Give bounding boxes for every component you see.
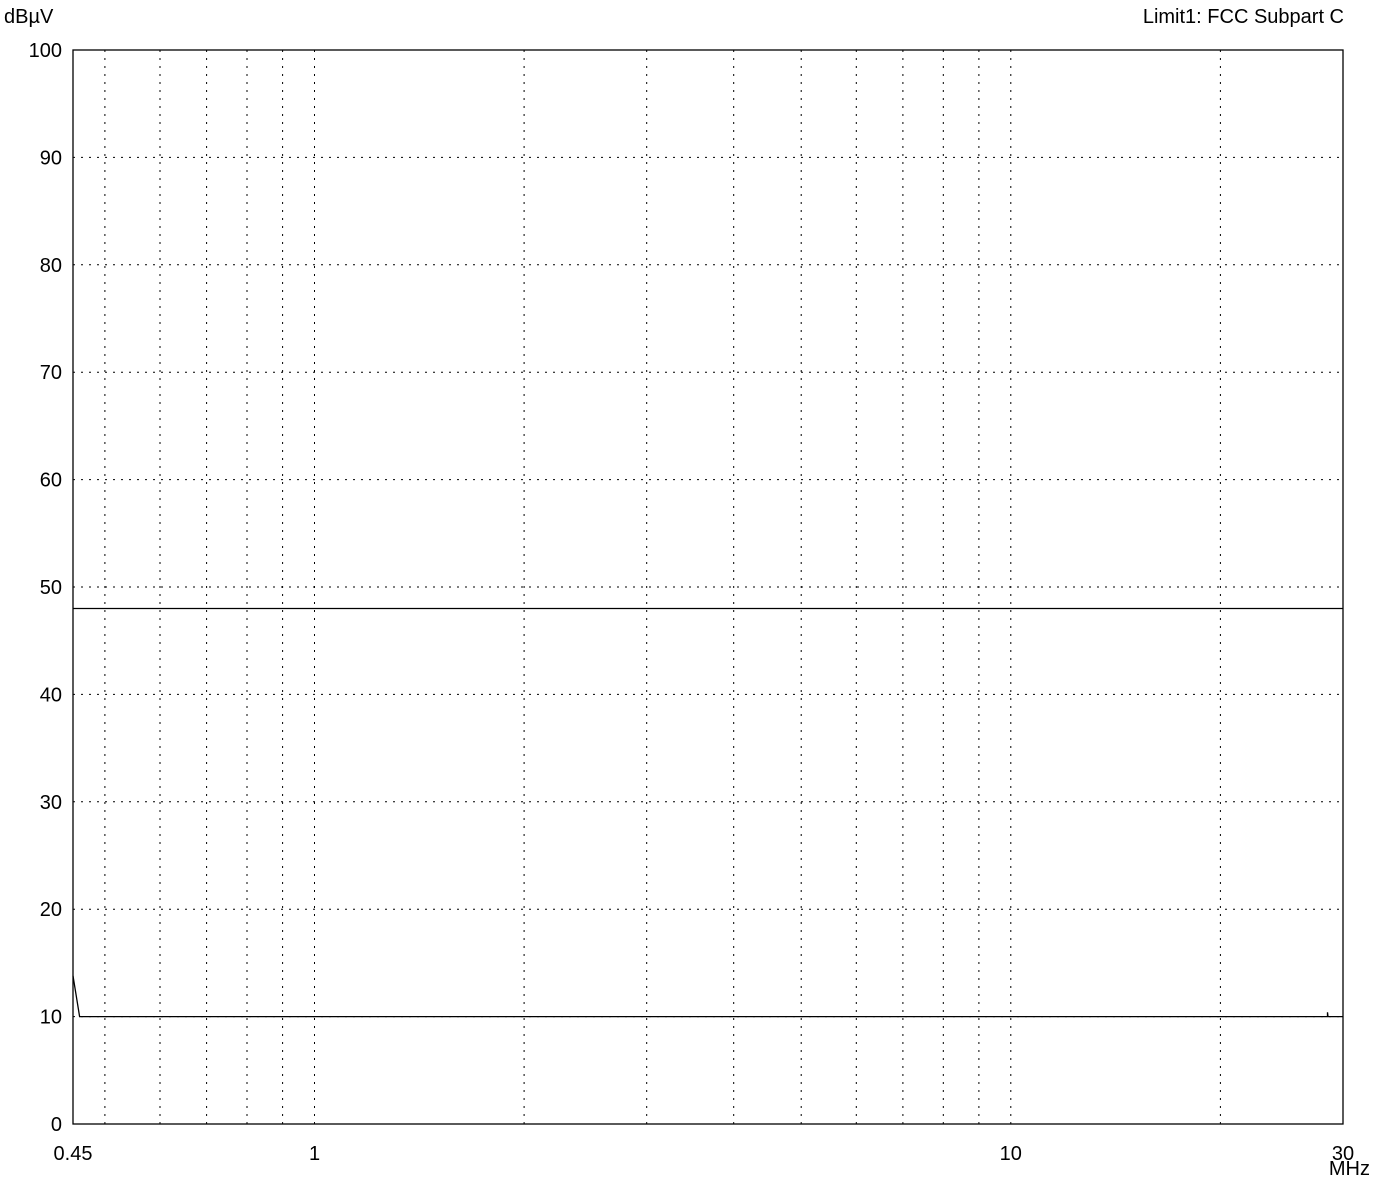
y-tick-label: 50 bbox=[40, 577, 62, 599]
y-tick-label: 70 bbox=[40, 362, 62, 384]
x-axis-unit: MHz bbox=[1328, 1158, 1370, 1180]
y-tick-label: 80 bbox=[40, 255, 62, 277]
measurement-line bbox=[72, 975, 1343, 1018]
x-tick-label: 30 bbox=[1332, 1143, 1354, 1165]
series-layer bbox=[72, 607, 1343, 1018]
y-axis-label: dBµV bbox=[4, 6, 54, 28]
x-tick-label: 10 bbox=[1000, 1143, 1022, 1165]
plot-frame bbox=[72, 49, 1344, 1125]
y-tick-label: 30 bbox=[40, 792, 62, 814]
y-tick-label: 20 bbox=[40, 899, 62, 921]
y-tick-label: 40 bbox=[40, 684, 62, 706]
y-tick-label: 60 bbox=[40, 470, 62, 492]
grid-lines bbox=[73, 50, 1343, 1124]
x-tick-labels: 0.45 1 10 30 bbox=[54, 1143, 1355, 1165]
y-tick-label: 10 bbox=[40, 1007, 62, 1029]
x-tick-label: 0.45 bbox=[54, 1143, 93, 1165]
y-tick-label: 100 bbox=[29, 40, 62, 62]
y-tick-labels: 0 10 20 30 40 50 60 70 80 90 100 bbox=[29, 40, 62, 1136]
y-tick-label: 0 bbox=[51, 1114, 62, 1136]
x-tick-label: 1 bbox=[309, 1143, 320, 1165]
y-tick-label: 90 bbox=[40, 147, 62, 169]
limit-line-label: Limit1: FCC Subpart C bbox=[1142, 6, 1344, 28]
